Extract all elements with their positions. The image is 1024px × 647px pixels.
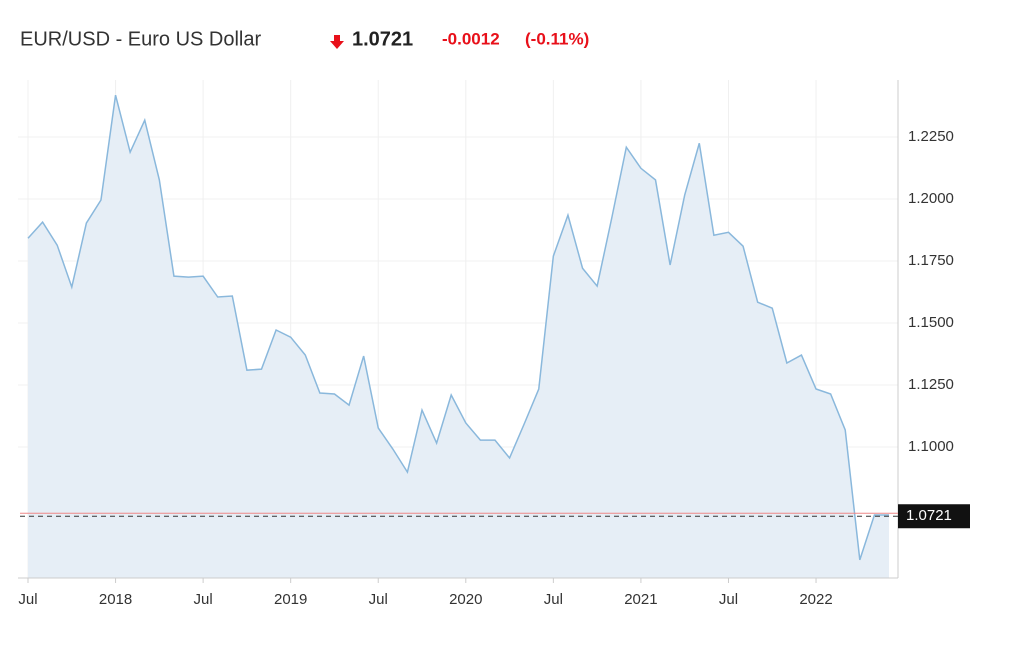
x-tick-label: Jul (544, 591, 563, 608)
x-tick-label: Jul (369, 591, 388, 608)
x-tick-label: 2020 (449, 591, 482, 608)
last-price-badge (898, 504, 970, 529)
x-tick-label: Jul (18, 591, 37, 608)
y-tick-label: 1.2250 (908, 128, 954, 145)
instrument-title: EUR/USD - Euro US Dollar (20, 28, 262, 50)
y-tick-label: 1.1750 (908, 252, 954, 269)
x-tick-label: 2018 (99, 591, 132, 608)
x-tick-label: 2021 (624, 591, 657, 608)
last-price: 1.0721 (352, 28, 413, 50)
down-arrow (330, 35, 344, 49)
y-tick-label: 1.1000 (908, 438, 954, 455)
y-tick-label: 1.2000 (908, 190, 954, 207)
price-change: -0.0012 (442, 29, 500, 48)
x-tick-label: 2022 (799, 591, 832, 608)
price-line (27, 94, 889, 561)
area-fill (28, 95, 889, 579)
last-price-label: 1.0721 (906, 507, 952, 524)
y-tick-label: 1.1250 (908, 376, 954, 393)
y-tick-label: 1.1500 (908, 314, 954, 331)
x-tick-label: 2019 (274, 591, 307, 608)
x-tick-label: Jul (719, 591, 738, 608)
x-tick-label: Jul (194, 591, 213, 608)
price-change-pct: (-0.11%) (525, 29, 589, 48)
